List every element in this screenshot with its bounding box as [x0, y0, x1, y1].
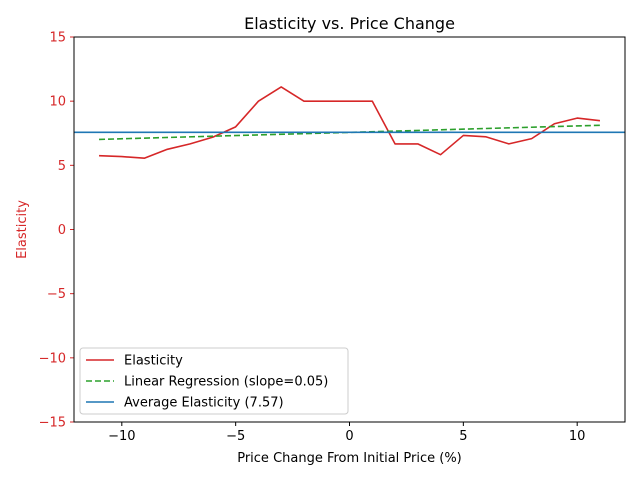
x-tick-label: −10	[108, 429, 135, 444]
x-tick-label: −5	[226, 429, 245, 444]
y-tick-label: −15	[39, 416, 66, 431]
y-tick-label: −5	[47, 287, 66, 302]
y-tick-label: 10	[49, 95, 66, 110]
y-tick-label: −10	[39, 351, 66, 366]
plot-frame	[73, 36, 626, 423]
y-tick-label: 5	[58, 159, 66, 174]
legend: Elasticity Linear Regression (slope=0.05)…	[79, 347, 349, 415]
y-axis-label: Elasticity	[15, 200, 30, 259]
legend-label: Elasticity	[124, 354, 183, 369]
series-line-1	[99, 124, 600, 141]
chart-title: Elasticity vs. Price Change	[244, 14, 455, 33]
y-tick-label: 0	[58, 223, 66, 238]
x-tick-label: 5	[459, 429, 467, 444]
x-axis-label: Price Change From Initial Price (%)	[237, 451, 462, 466]
x-tick-label: 0	[345, 429, 353, 444]
series-line-0	[99, 86, 601, 159]
legend-label: Average Elasticity (7.57)	[124, 396, 284, 411]
legend-box	[79, 347, 349, 415]
legend-label: Linear Regression (slope=0.05)	[124, 375, 328, 390]
y-tick-label: 15	[49, 31, 66, 46]
x-tick-label: 10	[569, 429, 586, 444]
